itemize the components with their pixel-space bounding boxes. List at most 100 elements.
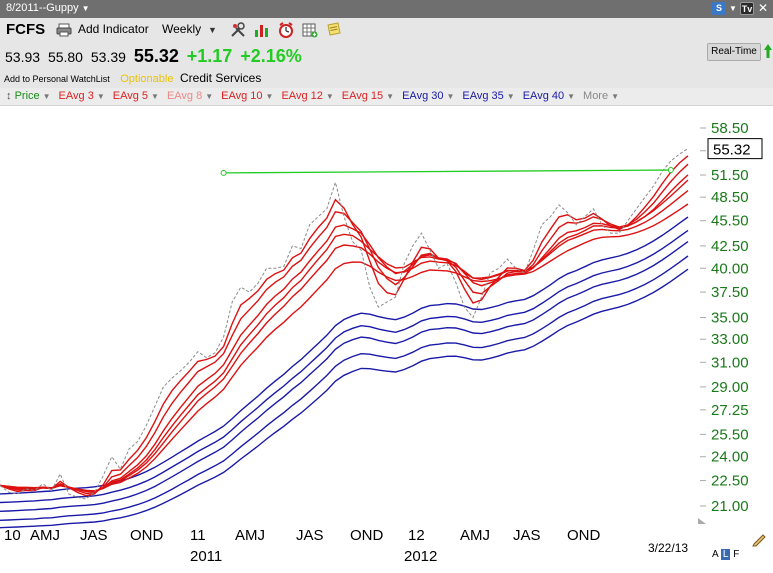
y-tick-label: 29.00 xyxy=(711,379,749,396)
scale-log-option[interactable]: L xyxy=(720,549,731,560)
x-period-label: 12 xyxy=(408,527,425,544)
legend-label: EAvg 3 xyxy=(58,90,94,102)
chevron-down-icon[interactable]: ▼ xyxy=(386,92,395,101)
x-period-label: OND xyxy=(130,527,164,544)
add-table-icon[interactable] xyxy=(302,22,318,38)
x-period-label: OND xyxy=(350,527,384,544)
chart-template-selector[interactable]: 8/2011--Guppy ▼ xyxy=(6,2,90,14)
last-date-label: 3/22/13 xyxy=(648,541,689,555)
chevron-down-icon[interactable]: ▼ xyxy=(42,92,51,101)
x-period-label: AMJ xyxy=(460,527,490,544)
tv-icon[interactable]: Tv xyxy=(740,2,754,15)
alarm-clock-icon[interactable] xyxy=(278,22,294,38)
close-icon[interactable]: ✕ xyxy=(757,1,769,15)
legend-label: EAvg 5 xyxy=(112,90,149,102)
note-icon[interactable] xyxy=(326,22,342,38)
x-period-label: JAS xyxy=(296,527,324,544)
chevron-down-icon[interactable]: ▼ xyxy=(151,92,159,101)
optionable-link[interactable]: Optionable xyxy=(120,73,174,85)
last-price: 55.32 xyxy=(133,46,179,66)
x-period-label: 10 xyxy=(4,527,21,544)
y-tick-label: 24.00 xyxy=(711,449,749,466)
long-ema-line-4 xyxy=(0,229,689,504)
legend-label: More xyxy=(583,90,609,102)
chevron-down-icon[interactable]: ▼ xyxy=(325,92,334,101)
sector-label: Credit Services xyxy=(179,71,262,85)
legend-label: EAvg 10 xyxy=(221,90,263,102)
quote-high: 55.80 xyxy=(47,49,83,65)
price-axis: 58.5055.0051.5048.5045.5042.5040.0037.50… xyxy=(700,120,763,515)
chevron-down-icon[interactable]: ▼ xyxy=(567,92,576,101)
indicator-legend: ↕ Price ▼ EAvg 3 ▼ EAvg 5 ▼ EAvg 8 ▼ EAvg 10 ▼ EAv… xyxy=(0,88,773,106)
legend-item-more[interactable]: More ▼ xyxy=(583,90,619,102)
scale-options: A L F xyxy=(712,549,739,560)
y-tick-label: 22.50 xyxy=(711,473,749,490)
time-axis: 10 AMJ JAS OND 11 AMJ JAS OND 12 AMJ JAS OND 2011 201… xyxy=(4,518,706,565)
bar-chart-icon[interactable] xyxy=(254,22,270,38)
y-tick-label: 40.00 xyxy=(711,260,749,277)
realtime-button[interactable]: Real-Time xyxy=(707,43,761,61)
price-chart[interactable]: 58.5055.0051.5048.5045.5042.5040.0037.50… xyxy=(0,107,773,573)
drag-handle-icon[interactable]: ↕ xyxy=(6,90,15,102)
long-ema-line-5 xyxy=(0,216,689,495)
chevron-down-icon[interactable]: ▼ xyxy=(446,92,455,101)
legend-item-eavg-15[interactable]: EAvg 15 ▼ xyxy=(342,90,394,102)
chevron-down-icon[interactable]: ▼ xyxy=(265,92,274,101)
window-title-bar: 8/2011--Guppy ▼ S ▼ Tv ✕ xyxy=(0,0,773,18)
y-tick-label: 58.50 xyxy=(711,120,749,137)
y-tick-label: 27.25 xyxy=(711,402,749,419)
legend-item-eavg-35[interactable]: EAvg 35 ▼ xyxy=(462,90,514,102)
short-ema-ribbon xyxy=(0,155,689,497)
legend-item-price[interactable]: ↕ Price ▼ xyxy=(6,90,51,102)
long-ema-line-2 xyxy=(0,255,689,521)
short-ema-line-6 xyxy=(0,155,689,497)
chevron-down-icon[interactable]: ▼ xyxy=(208,25,217,35)
chevron-down-icon[interactable]: ▼ xyxy=(96,92,105,101)
trendline-start-handle xyxy=(220,169,227,176)
x-period-label: OND xyxy=(567,527,601,544)
x-year-label: 2012 xyxy=(404,548,437,565)
caret-down-icon[interactable]: ▼ xyxy=(729,4,737,13)
last-price-box xyxy=(707,138,763,160)
quote-line: 53.93 55.80 53.39 55.32 +1.17 +2.16% xyxy=(5,46,306,67)
chevron-down-icon[interactable]: ▼ xyxy=(611,92,620,101)
s-icon[interactable]: S xyxy=(712,2,726,15)
legend-item-eavg-8[interactable]: EAvg 8 ▼ xyxy=(167,90,213,102)
legend-label: EAvg 40 xyxy=(522,90,565,102)
legend-item-eavg-30[interactable]: EAvg 30 ▼ xyxy=(402,90,454,102)
scale-arithmetic-option[interactable]: A xyxy=(712,549,719,560)
quote-low: 53.39 xyxy=(90,49,126,65)
axis-resize-handle-icon xyxy=(698,518,706,524)
scale-fit-option[interactable]: F xyxy=(733,549,740,560)
legend-item-eavg-10[interactable]: EAvg 10 ▼ xyxy=(221,90,273,102)
tools-icon[interactable] xyxy=(230,22,246,38)
short-ema-line-5 xyxy=(0,163,689,495)
legend-item-eavg-3[interactable]: EAvg 3 ▼ xyxy=(59,90,105,102)
add-to-watchlist-link[interactable]: Add to Personal WatchList xyxy=(4,74,110,84)
short-ema-line-3 xyxy=(0,179,689,492)
last-price-box-label: 55.32 xyxy=(713,142,751,159)
price-line xyxy=(0,148,689,500)
pencil-icon[interactable] xyxy=(751,531,767,547)
y-tick-label: 33.00 xyxy=(711,331,749,348)
print-icon[interactable] xyxy=(56,23,72,37)
trendline-end-handle xyxy=(667,167,674,174)
legend-item-eavg-5[interactable]: EAvg 5 ▼ xyxy=(113,90,159,102)
y-tick-label: 35.00 xyxy=(711,310,749,327)
price-line-layer xyxy=(0,148,689,500)
legend-item-eavg-12[interactable]: EAvg 12 ▼ xyxy=(281,90,333,102)
chevron-down-icon[interactable]: ▼ xyxy=(205,92,214,101)
trendline-layer xyxy=(220,167,674,176)
period-select[interactable]: Weekly xyxy=(162,22,202,36)
x-period-label: AMJ xyxy=(30,527,60,544)
chevron-down-icon[interactable]: ▼ xyxy=(506,92,515,101)
legend-label: Price xyxy=(14,90,40,102)
arrow-up-icon[interactable] xyxy=(763,43,773,59)
legend-item-eavg-40[interactable]: EAvg 40 ▼ xyxy=(523,90,575,102)
add-indicator-button[interactable]: Add Indicator xyxy=(78,22,149,36)
x-year-label: 2011 xyxy=(190,548,222,565)
legend-label: EAvg 30 xyxy=(402,90,444,102)
y-tick-label: 37.50 xyxy=(711,284,749,301)
ticker-symbol[interactable]: FCFS xyxy=(6,21,46,38)
legend-items: ↕ Price ▼ EAvg 3 ▼ EAvg 5 ▼ EAvg 8 ▼ EAvg 10 ▼ EAv… xyxy=(6,90,627,102)
